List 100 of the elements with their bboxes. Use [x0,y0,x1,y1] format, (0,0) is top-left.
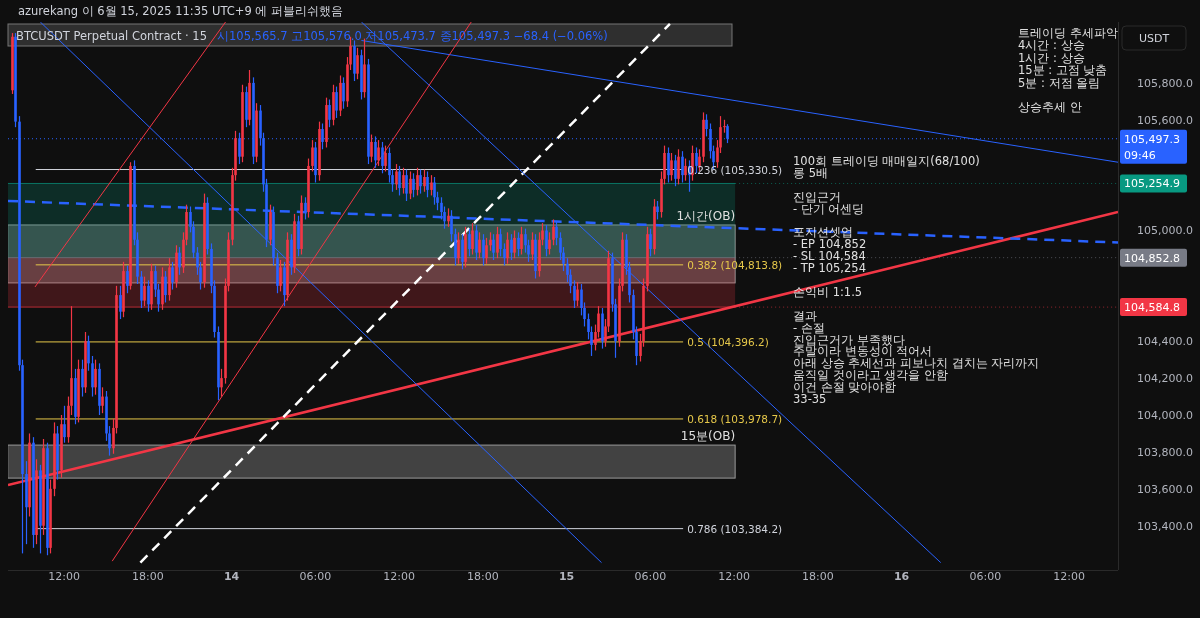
text: azurekang 이 6월 15, 2025 11:35 UTC+9 에 퍼블리쉬했음 [18,4,344,18]
candlestick [412,172,415,198]
candlestick [381,141,384,174]
x-tick-label: 18:00 [467,570,499,583]
candlestick [656,200,659,221]
candlestick [499,228,502,257]
y-tick-label: 105,000.0 [1137,224,1193,238]
candlestick [290,233,293,276]
candlestick [370,133,373,163]
candlestick [283,261,286,307]
candlestick [25,460,28,545]
candlestick [56,425,59,481]
candlestick [419,169,422,195]
candlestick [649,228,652,257]
candlestick [335,85,338,119]
candlestick [482,233,485,267]
candlestick [367,58,370,165]
candlestick [314,141,317,184]
candlestick [398,165,401,197]
candlestick [286,231,289,302]
ref-line-label: 105,497.3 09:46 [1124,132,1180,162]
candlestick [276,252,279,294]
candlestick [395,163,398,191]
candlestick [702,111,705,163]
candlestick [447,207,450,228]
candlestick [520,226,523,256]
candlestick [147,279,150,313]
candlestick [300,194,303,256]
candlestick [485,237,488,265]
candlestick [517,231,520,257]
x-tick-label: 06:00 [299,570,332,583]
y-tick-label: 104,200.0 [1137,372,1193,386]
candlestick [426,170,429,198]
candlestick [405,169,408,202]
candlestick [94,359,97,396]
candlestick [77,359,80,423]
candlestick [510,233,513,261]
candlestick [81,359,84,398]
candlestick [14,32,17,128]
candlestick [489,231,492,252]
candlestick [548,231,551,256]
candlestick [492,233,495,261]
y-tick-label: 103,400.0 [1137,519,1193,533]
y-tick-label: 105,800.0 [1137,76,1193,90]
annotation: 트레이딩 추세파악 4시간 : 상승 1시간 : 상승 15분 : 고점 낮춤 5분 : 저점 올림 상승추세 안 [1018,26,1118,115]
candlestick [39,464,42,554]
candlestick [91,355,94,398]
candlestick [307,157,310,219]
candlestick [168,257,171,302]
candlestick [87,335,90,372]
candlestick [129,161,132,291]
band-label: 15분(OB) [680,429,736,444]
x-tick-label: 14 [223,570,240,583]
x-tick-label: 12:00 [1053,570,1085,583]
x-tick-label: 12:00 [718,570,750,583]
x-tick-label: 06:00 [634,570,667,583]
candlestick [84,331,87,394]
candlestick [670,152,673,182]
candlestick [252,76,255,165]
candlestick [49,478,52,554]
candlestick [430,174,433,197]
y-axis-title: USDT [1138,32,1170,45]
candlestick [98,362,101,416]
candlestick [531,231,534,261]
candlestick [684,157,687,182]
ref-line-label: 0.618 (103,978.7) [687,412,783,425]
candlestick [353,39,356,82]
candlestick [101,386,104,414]
candlestick [478,231,481,259]
candlestick [269,204,272,246]
candlestick [356,47,359,80]
x-tick-label: 16 [893,570,910,583]
candlestick [255,102,258,163]
x-tick-label: 15 [558,570,575,583]
candlestick [63,405,66,444]
candlestick [203,193,206,289]
candlestick [705,113,708,137]
candlestick [178,246,181,276]
candlestick [175,244,178,289]
candlestick [464,226,467,268]
candlestick [318,121,321,182]
candlestick [325,97,328,149]
candlestick [457,231,460,265]
candlestick [164,270,167,304]
candlestick [74,368,77,425]
y-tick-label: 104,400.0 [1137,335,1193,349]
candlestick [328,98,331,128]
ref-line-label: 0.382 (104,813.8) [687,258,783,271]
candlestick [433,176,436,206]
candlestick [461,233,464,270]
candlestick [339,74,342,117]
ref-line-label: 0.5 (104,396.2) [687,335,769,348]
candlestick [454,228,457,267]
candlestick [126,264,129,294]
candlestick [723,119,726,134]
candlestick [238,132,241,165]
candlestick [384,145,387,173]
candlestick [646,226,649,292]
candlestick [377,139,380,167]
candlestick [573,279,576,309]
